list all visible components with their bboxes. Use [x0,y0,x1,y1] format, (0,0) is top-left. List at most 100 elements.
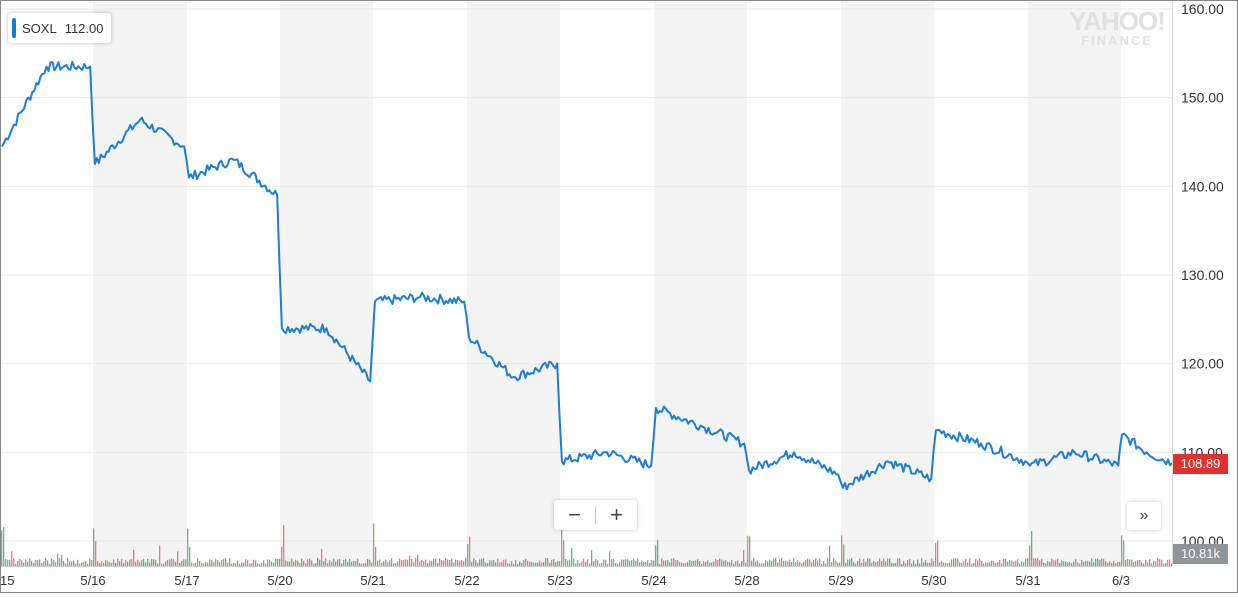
y-tick-label: 160.00 [1181,1,1224,17]
volume-bar [913,560,915,566]
volume-bar [785,560,787,566]
volume-bar [747,535,749,566]
volume-bar [177,551,179,566]
volume-bar [381,562,383,566]
volume-bar [215,559,217,566]
volume-bar [303,560,305,566]
volume-bar [231,563,233,566]
volume-bar [597,560,599,566]
scroll-right-button[interactable]: » [1127,502,1161,530]
volume-bar [627,559,629,566]
volume-bar [395,563,397,566]
volume-bar [121,559,123,566]
volume-bar [1103,558,1105,566]
volume-bar [965,558,967,566]
volume-bar [467,544,469,566]
volume-bar [1139,560,1141,566]
volume-bar [1027,558,1029,566]
volume-bar [803,561,805,566]
y-tick-label: 140.00 [1181,178,1224,194]
volume-bar [321,548,323,566]
volume-bar [871,562,873,566]
volume-bar [787,561,789,566]
volume-bar [287,561,289,566]
volume-bar [837,562,839,566]
volume-bar [669,562,671,566]
volume-bar [1025,558,1027,566]
volume-bar [405,559,407,566]
volume-bar [531,561,533,566]
volume-bar [887,558,889,566]
volume-bar [367,559,369,566]
volume-bar [595,558,597,566]
volume-bar [693,560,695,566]
volume-bar [817,560,819,566]
volume-bar [939,562,941,566]
volume-bar [257,563,259,566]
volume-bar [869,558,871,566]
volume-bar [795,562,797,566]
volume-bar [765,560,767,566]
volume-bar [563,540,565,566]
volume-bar [371,562,373,566]
volume-bar [973,562,975,566]
volume-bar [677,560,679,566]
volume-bar [583,558,585,566]
volume-bar [775,558,777,566]
volume-bar [883,558,885,566]
volume-bar [929,562,931,566]
x-tick-label: 5/29 [828,573,853,588]
volume-bar [653,560,655,566]
volume-bar [487,562,489,566]
day-bands [93,0,1121,566]
volume-bar [1123,540,1125,566]
volume-bar [829,545,831,566]
volume-bar [581,561,583,566]
series-legend[interactable]: SOXL 112.00 [8,13,112,43]
volume-bar [947,563,949,566]
volume-bar [537,562,539,566]
volume-bar [983,563,985,566]
volume-bar [609,551,611,566]
volume-bar [709,562,711,566]
volume-bar [1013,562,1015,566]
volume-bar [1001,563,1003,566]
volume-bar [1041,558,1043,566]
zoom-out-button[interactable]: − [568,502,581,527]
volume-bar [299,562,301,566]
volume-bar [341,563,343,566]
volume-bar [433,558,435,566]
volume-bar [401,559,403,566]
y-tick-label: 130.00 [1181,267,1224,283]
volume-bar [517,563,519,566]
volume-bar [459,560,461,566]
volume-bar [161,563,163,566]
volume-bar [675,560,677,566]
volume-bar [187,528,189,566]
volume-bar [1017,559,1019,566]
volume-bar [429,560,431,566]
volume-bar [243,562,245,566]
volume-bar [71,561,73,566]
volume-bar [119,561,121,566]
zoom-in-button[interactable]: + [610,502,623,527]
volume-bar [249,563,251,566]
volume-bar [849,559,851,566]
volume-bar [975,559,977,566]
volume-bar [1033,558,1035,566]
volume-bar [687,561,689,566]
volume-bar [313,563,315,566]
volume-bar [539,560,541,566]
volume-bar [343,560,345,566]
volume-bar [529,561,531,566]
volume-bar [1015,560,1017,566]
volume-bar [445,558,447,566]
volume-bar [1009,559,1011,566]
series-line-soxl[interactable] [1,60,1173,491]
volume-bar [143,559,145,566]
volume-bar [801,563,803,566]
volume-bar [705,561,707,566]
volume-bar [309,558,311,566]
